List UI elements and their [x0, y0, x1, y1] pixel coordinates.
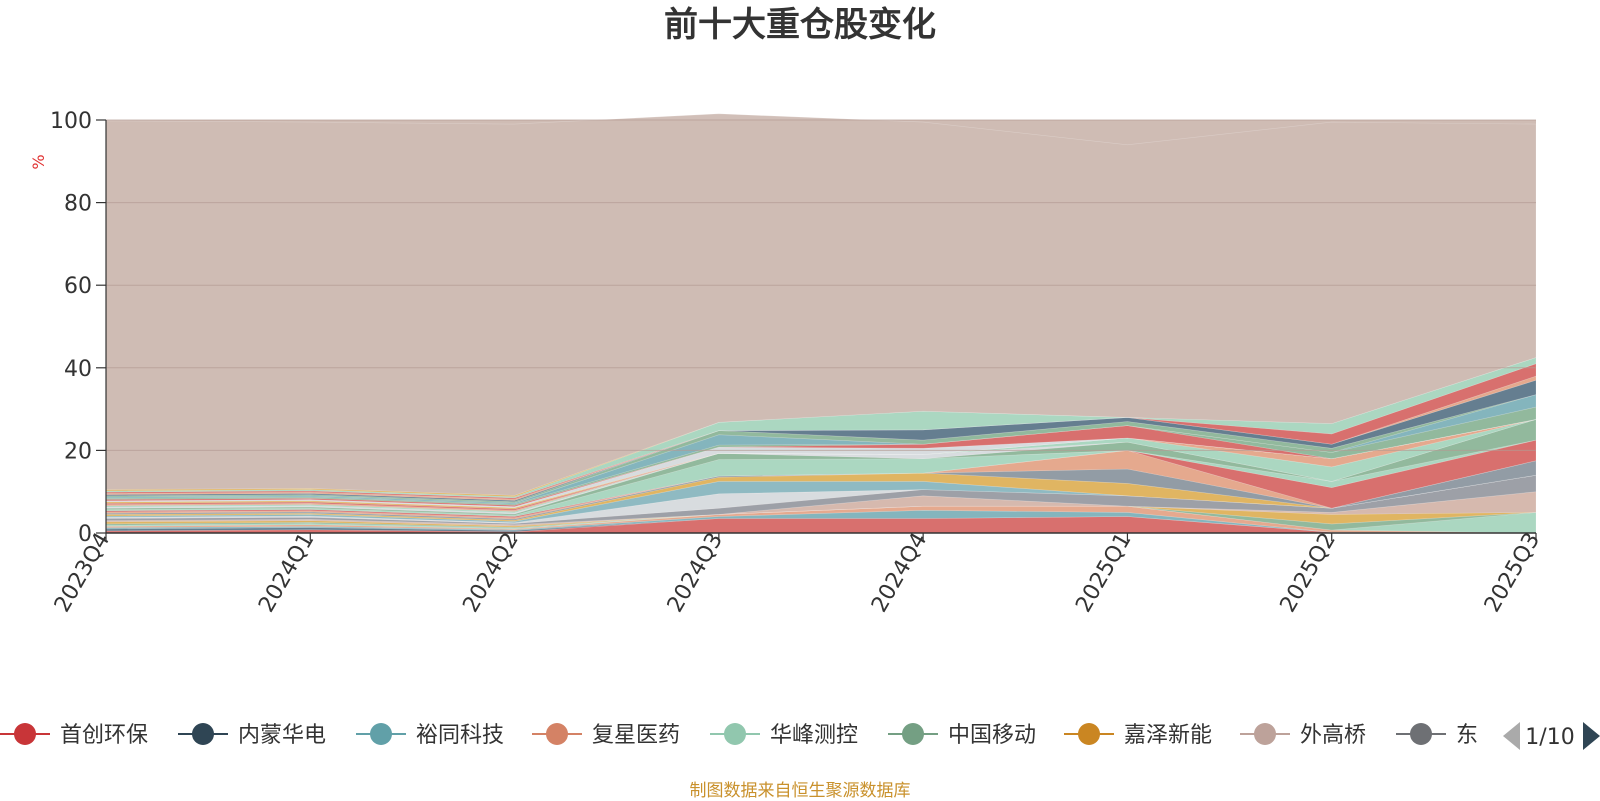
area-series-33 [105, 113, 1537, 496]
legend-item[interactable]: 内蒙华电 [178, 723, 326, 748]
legend-marker-icon [546, 723, 568, 745]
grid-lines [106, 119, 1536, 451]
legend-marker-icon [1254, 723, 1276, 745]
legend-label: 外高桥 [1300, 723, 1366, 748]
x-tick-label: 2025Q2 [1276, 529, 1341, 617]
x-tick-label: 2024Q2 [458, 529, 523, 617]
legend-item[interactable]: 嘉泽新能 [1064, 723, 1212, 748]
legend-item[interactable]: 裕同科技 [356, 723, 504, 748]
legend-label: 东方电缆 [1456, 723, 1544, 748]
legend-label: 嘉泽新能 [1124, 723, 1212, 748]
legend-marker-icon [370, 723, 392, 745]
x-tick-label: 2025Q3 [1480, 529, 1545, 617]
area-series-13 [105, 460, 1537, 521]
x-tick-label: 2025Q1 [1071, 529, 1136, 617]
legend-marker-icon [14, 723, 36, 745]
y-axis-label: % [29, 154, 48, 169]
legend-marker-icon [902, 723, 924, 745]
y-tick-label: 0 [78, 522, 92, 547]
legend-label: 复星医药 [592, 723, 680, 748]
legend-label: 中国移动 [948, 723, 1036, 748]
y-tick-label: 100 [50, 109, 92, 134]
y-tick-label: 80 [64, 192, 92, 217]
legend-marker-icon [1078, 723, 1100, 745]
legend-item[interactable]: 中国移动 [888, 723, 1036, 748]
x-tick-label: 2024Q4 [867, 529, 932, 617]
legend-marker-icon [724, 723, 746, 745]
chart-title: 前十大重仓股变化 [664, 5, 936, 45]
legend-label: 首创环保 [60, 723, 148, 748]
legend-label: 华峰测控 [770, 723, 858, 748]
legend-item[interactable]: 首创环保 [0, 723, 148, 748]
legend-pager[interactable]: 1/10 [1503, 722, 1600, 750]
y-tick-label: 40 [64, 357, 92, 382]
legend-marker-icon [1410, 723, 1432, 745]
legend-prev-page-icon[interactable] [1503, 722, 1520, 750]
legend-marker-icon [192, 723, 214, 745]
legend-item[interactable]: 东方电缆 [1396, 723, 1544, 748]
data-source-note: 制图数据来自恒生聚源数据库 [689, 781, 911, 801]
legend-label: 内蒙华电 [238, 723, 326, 748]
legend[interactable]: 首创环保 内蒙华电 裕同科技 复星医药 华峰测控 中国移动 嘉泽新能 外高桥 东方电缆 [0, 723, 1544, 748]
stacked-areas [105, 113, 1537, 534]
legend-page-indicator: 1/10 [1525, 725, 1574, 750]
y-tick-label: 60 [64, 274, 92, 299]
area-series-25 [105, 406, 1537, 506]
y-tick-label: 20 [64, 439, 92, 464]
area-series-31 [105, 357, 1537, 499]
legend-item[interactable]: 华峰测控 [710, 723, 858, 748]
x-tick-label: 2024Q3 [663, 529, 728, 617]
legend-item[interactable]: 外高桥 [1240, 723, 1366, 748]
legend-item[interactable]: 复星医药 [532, 723, 680, 748]
x-tick-label: 2024Q1 [254, 529, 319, 617]
legend-next-page-icon[interactable] [1583, 722, 1600, 750]
legend-label: 裕同科技 [416, 723, 504, 748]
